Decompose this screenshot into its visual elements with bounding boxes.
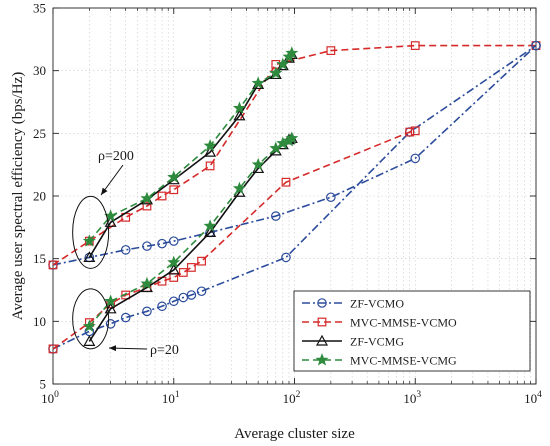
data-point bbox=[142, 241, 152, 251]
legend-item: MVC-MMSE-VCMO bbox=[302, 316, 457, 330]
legend-item: ZF-VCMG bbox=[302, 335, 404, 349]
data-point bbox=[82, 319, 96, 332]
x-tick-label: 104 bbox=[524, 390, 542, 406]
data-point bbox=[186, 290, 197, 300]
rho20-ellipse bbox=[72, 288, 110, 350]
data-point bbox=[83, 335, 96, 346]
data-point bbox=[285, 131, 299, 144]
data-point bbox=[281, 177, 291, 187]
data-point bbox=[169, 185, 179, 195]
data-point bbox=[48, 260, 58, 270]
data-point bbox=[167, 170, 181, 183]
legend-label: ZF-VCMO bbox=[350, 297, 404, 311]
legend-label: ZF-VCMG bbox=[350, 335, 404, 349]
data-point bbox=[405, 127, 415, 137]
rho200-arrow bbox=[100, 164, 124, 196]
series-mvc-mmse-vcmg-rho20 bbox=[82, 131, 299, 332]
data-point bbox=[197, 256, 206, 266]
data-point bbox=[276, 57, 290, 70]
legend-label: MVC-MMSE-VCMO bbox=[350, 316, 457, 330]
data-point bbox=[196, 286, 207, 297]
data-point bbox=[251, 157, 265, 171]
data-point bbox=[48, 344, 58, 354]
y-tick-label: 15 bbox=[33, 251, 46, 266]
data-point bbox=[203, 219, 217, 232]
data-point bbox=[140, 276, 154, 290]
series-line bbox=[52, 45, 537, 266]
data-point bbox=[178, 268, 188, 277]
rho200-label: ρ=200 bbox=[98, 149, 134, 164]
series-line bbox=[88, 137, 293, 327]
series-line bbox=[52, 44, 536, 266]
data-point bbox=[142, 201, 152, 211]
data-point bbox=[105, 319, 116, 329]
data-point bbox=[410, 41, 420, 50]
data-point bbox=[270, 211, 281, 221]
data-point bbox=[317, 298, 327, 308]
data-point bbox=[326, 46, 336, 56]
y-axis-label: Average user spectral efficiency (bps/Hz… bbox=[10, 72, 26, 321]
data-point bbox=[157, 238, 167, 249]
data-point bbox=[531, 40, 541, 51]
data-point bbox=[120, 245, 131, 255]
data-point bbox=[232, 181, 246, 194]
series-mvc-mmse-vcmg-rho200 bbox=[82, 46, 299, 247]
data-point bbox=[204, 145, 217, 157]
y-tick-label: 20 bbox=[33, 189, 46, 204]
series-line bbox=[52, 44, 537, 350]
data-point bbox=[83, 251, 96, 263]
y-tick-label: 10 bbox=[33, 314, 46, 329]
y-tick-label: 25 bbox=[33, 126, 46, 141]
x-axis-label: Average cluster size bbox=[234, 426, 355, 442]
x-tick-label: 102 bbox=[283, 390, 301, 406]
data-point bbox=[315, 334, 329, 346]
y-tick-label: 5 bbox=[40, 377, 47, 392]
series-line bbox=[52, 130, 416, 350]
data-point bbox=[104, 294, 118, 307]
data-point bbox=[203, 139, 217, 152]
data-point bbox=[140, 191, 154, 205]
data-point bbox=[204, 226, 217, 237]
data-point bbox=[317, 317, 327, 327]
x-tick-label: 103 bbox=[403, 390, 421, 406]
data-point bbox=[269, 66, 283, 79]
data-point bbox=[157, 191, 167, 201]
x-tick-label: 101 bbox=[162, 390, 180, 406]
rho20-arrow bbox=[108, 345, 148, 352]
data-point bbox=[251, 76, 265, 89]
data-point bbox=[167, 263, 180, 275]
legend-item: MVC-MMSE-VCMG bbox=[302, 353, 457, 368]
data-point bbox=[167, 255, 181, 268]
rho20-label: ρ=20 bbox=[150, 343, 179, 358]
data-point bbox=[168, 236, 179, 246]
data-point bbox=[82, 234, 96, 247]
legend-item: ZF-VCMO bbox=[302, 297, 404, 311]
data-point bbox=[285, 46, 299, 59]
legend-box bbox=[293, 290, 531, 372]
data-point bbox=[168, 296, 179, 307]
data-point bbox=[205, 161, 215, 171]
data-point bbox=[410, 153, 421, 164]
legend: ZF-VCMO MVC-MMSE-VCMO ZF-VCMG MVC-MMSE-VCMG bbox=[293, 290, 531, 372]
data-point bbox=[142, 306, 152, 317]
data-point bbox=[232, 101, 246, 114]
data-point bbox=[186, 263, 196, 272]
y-tick-label: 30 bbox=[33, 63, 46, 78]
data-point bbox=[315, 353, 329, 366]
data-point bbox=[120, 312, 131, 323]
data-point bbox=[281, 252, 291, 263]
data-point bbox=[326, 192, 336, 203]
data-point bbox=[233, 109, 246, 121]
legend-label: MVC-MMSE-VCMG bbox=[350, 354, 457, 368]
data-point bbox=[410, 126, 420, 136]
y-tick-label: 35 bbox=[33, 1, 46, 16]
data-point bbox=[104, 302, 117, 314]
rho200-ellipse bbox=[72, 195, 110, 269]
x-tick-label: 100 bbox=[41, 390, 59, 406]
data-point bbox=[157, 301, 167, 312]
